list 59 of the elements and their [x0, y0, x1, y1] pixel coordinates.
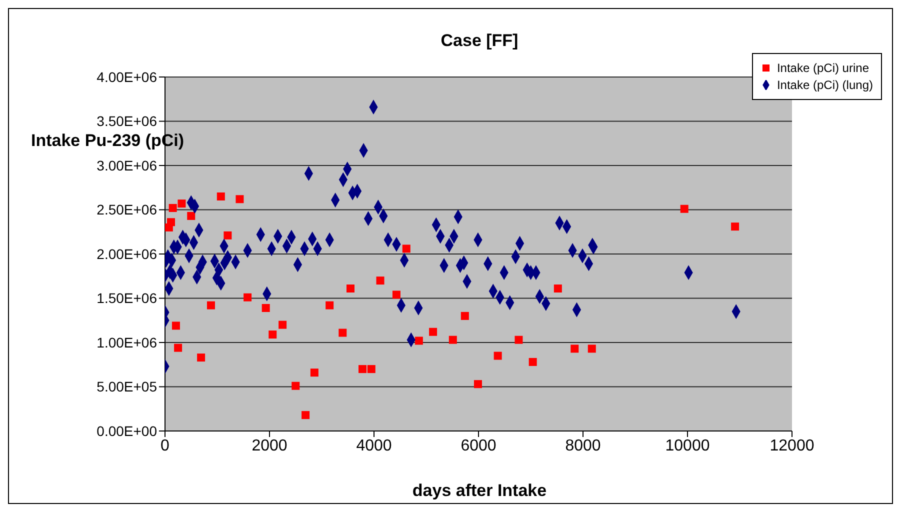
point: [165, 223, 173, 232]
point: [262, 304, 270, 312]
y-tick-label: 2.00E+06: [96, 246, 158, 262]
point: [460, 312, 469, 320]
legend-label: Intake (pCi) (lung): [776, 78, 873, 92]
x-tick-label: 6000: [460, 437, 496, 454]
point: [494, 352, 502, 360]
y-tick-label: 1.00E+06: [96, 334, 158, 350]
x-tick-label: 8000: [565, 437, 601, 454]
x-tick-label: 12000: [770, 437, 814, 454]
point: [326, 301, 334, 310]
point: [236, 195, 244, 204]
point: [570, 344, 579, 353]
point: [178, 200, 186, 208]
point: [216, 192, 225, 200]
point: [731, 222, 740, 231]
x-tick-label: 2000: [252, 437, 288, 454]
y-tick-label: 3.00E+06: [96, 157, 158, 174]
point: [367, 365, 376, 374]
point: [206, 301, 215, 310]
point: [474, 380, 482, 388]
point: [187, 212, 196, 220]
legend-label: Intake (pCi) urine: [776, 61, 869, 75]
point: [392, 290, 400, 299]
point: [172, 322, 180, 330]
point: [376, 276, 384, 285]
y-tick-label: 5.00E+05: [96, 378, 158, 395]
x-axis-title: days after Intake: [411, 481, 548, 501]
y-tick-label: 3.50E+06: [96, 113, 158, 130]
x-tick-label: 0: [160, 437, 170, 454]
point: [448, 336, 457, 344]
point: [174, 344, 182, 352]
point: [528, 358, 537, 366]
point: [588, 344, 596, 353]
point: [278, 320, 287, 329]
point: [224, 231, 232, 240]
y-tick-label: 0.00E+00: [96, 422, 158, 439]
point: [414, 336, 423, 345]
point: [302, 411, 310, 420]
point: [268, 330, 277, 339]
y-tick-label: 4.00E+06: [96, 68, 158, 85]
point: [514, 336, 523, 344]
point: [244, 293, 252, 302]
point: [310, 368, 318, 377]
chart-title: Case [FF]: [440, 31, 520, 51]
x-tick-label: 4000: [356, 437, 392, 454]
point: [346, 284, 354, 293]
y-tick-label: 2.50E+06: [96, 202, 158, 218]
y-tick-label: 1.50E+06: [96, 290, 158, 306]
point: [338, 328, 347, 337]
point: [402, 244, 410, 253]
point: [168, 204, 177, 212]
point: [429, 328, 438, 336]
point: [197, 354, 206, 362]
point: [358, 365, 367, 374]
point: [292, 382, 300, 390]
point: [680, 204, 688, 213]
x-tick-label: 10000: [665, 437, 710, 454]
point: [554, 284, 562, 293]
